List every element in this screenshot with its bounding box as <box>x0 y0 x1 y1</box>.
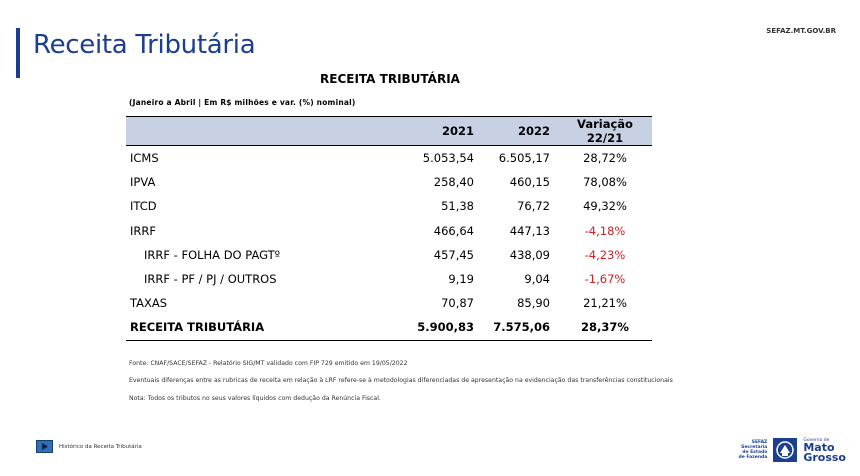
table-header-row: 2021 2022 Variação 22/21 <box>126 116 652 146</box>
variation: 28,72% <box>583 151 627 166</box>
site-url: SEFAZ.MT.GOV.BR <box>766 27 836 35</box>
gov-small-text: Governo de <box>803 437 830 443</box>
row-name: TAXAS <box>130 296 168 311</box>
column-header-name <box>126 116 398 146</box>
variation: 28,37% <box>558 315 652 341</box>
value-2022: 76,72 <box>517 199 550 214</box>
row-name: ICMS <box>130 151 159 166</box>
title-accent-bar <box>16 28 20 78</box>
gov-big-text: Grosso <box>803 450 846 464</box>
table-total-row: RECEITA TRIBUTÁRIA 5.900,83 7.575,06 28,… <box>126 315 652 341</box>
variation: -4,18% <box>584 223 626 238</box>
value-2022: 7.575,06 <box>482 315 558 341</box>
net-values-note: Nota: Todos os tributos no seus valores … <box>129 395 381 402</box>
value-2021: 51,38 <box>441 199 474 214</box>
table-row: IRRF - PF / PJ / OUTROS 9,19 9,04 -1,67% <box>126 267 652 291</box>
value-2021: 457,45 <box>433 247 474 262</box>
sefaz-line: de Fazenda <box>738 455 768 460</box>
table-row: ITCD 51,38 76,72 49,32% <box>126 194 652 218</box>
column-header-2022: 2022 <box>482 116 558 146</box>
value-2022: 460,15 <box>509 175 550 190</box>
table-subtitle: (Janeiro a Abril | Em R$ milhões e var. … <box>129 98 356 107</box>
value-2022: 9,04 <box>524 272 550 287</box>
variation: 49,32% <box>583 199 627 214</box>
row-name: IRRF <box>130 223 156 238</box>
table-row: ICMS 5.053,54 6.505,17 28,72% <box>126 146 652 171</box>
sefaz-line: Secretaria <box>741 445 768 450</box>
mato-grosso-wordmark: Governo de Mato Grosso <box>803 438 846 463</box>
value-2022: 85,90 <box>517 296 550 311</box>
table-row: IPVA 258,40 460,15 78,08% <box>126 170 652 194</box>
value-2021: 70,87 <box>441 296 474 311</box>
row-name: ITCD <box>130 199 157 214</box>
value-2021: 5.053,54 <box>422 151 474 166</box>
column-header-2021: 2021 <box>398 116 482 146</box>
page-title: Receita Tributária <box>33 30 256 60</box>
variation: 21,21% <box>583 296 627 311</box>
gov-big-text: Mato <box>803 440 835 454</box>
coat-of-arms-icon <box>773 438 798 462</box>
historico-link[interactable]: Histórico da Receita Tributária <box>36 440 142 453</box>
value-2021: 466,64 <box>433 223 474 238</box>
play-icon[interactable] <box>36 440 53 453</box>
row-name: IPVA <box>130 175 156 190</box>
variation: -4,23% <box>584 247 626 262</box>
historico-link-label[interactable]: Histórico da Receita Tributária <box>59 443 142 450</box>
value-2022: 447,13 <box>509 223 550 238</box>
sefaz-line: SEFAZ <box>751 440 768 445</box>
table-row: IRRF - FOLHA DO PAGTº 457,45 438,09 -4,2… <box>126 243 652 267</box>
value-2021: 9,19 <box>448 272 474 287</box>
variation: 78,08% <box>583 175 627 190</box>
row-name: IRRF - FOLHA DO PAGTº <box>144 247 281 262</box>
revenue-table-panel: RECEITA TRIBUTÁRIA (Janeiro a Abril | Em… <box>126 66 673 406</box>
source-note: Fonte: CNAF/SACE/SEFAZ - Relatório SIG/M… <box>129 360 408 367</box>
value-2022: 438,09 <box>509 247 550 262</box>
government-logo: SEFAZ Secretaria de Estado de Fazenda Go… <box>739 437 847 463</box>
sefaz-logo-text: SEFAZ Secretaria de Estado de Fazenda <box>739 440 768 460</box>
value-2021: 258,40 <box>433 175 474 190</box>
table-title: RECEITA TRIBUTÁRIA <box>320 72 460 86</box>
column-header-variation: Variação 22/21 <box>558 116 652 146</box>
value-2022: 6.505,17 <box>498 151 550 166</box>
methodology-note: Eventuais diferenças entre as rubricas d… <box>129 377 673 384</box>
value-2021: 5.900,83 <box>398 315 482 341</box>
table-row: IRRF 466,64 447,13 -4,18% <box>126 219 652 243</box>
revenue-table: 2021 2022 Variação 22/21 ICMS 5.053,54 6… <box>126 116 652 341</box>
row-name: IRRF - PF / PJ / OUTROS <box>144 272 277 287</box>
row-name: RECEITA TRIBUTÁRIA <box>126 315 398 341</box>
sefaz-line: de Estado <box>742 450 768 455</box>
table-row: TAXAS 70,87 85,90 21,21% <box>126 291 652 315</box>
variation: -1,67% <box>584 272 626 287</box>
